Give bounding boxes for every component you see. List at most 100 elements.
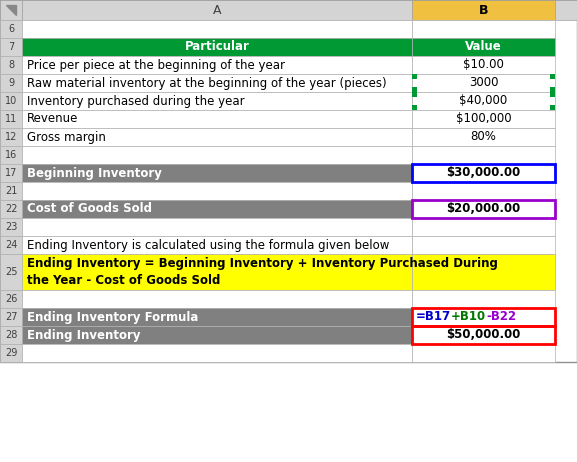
Bar <box>22 326 412 344</box>
Bar <box>412 164 555 182</box>
Text: 25: 25 <box>5 267 17 277</box>
Bar <box>412 344 555 362</box>
Bar <box>412 200 555 218</box>
Text: Gross margin: Gross margin <box>27 130 106 144</box>
Bar <box>22 254 412 290</box>
Bar <box>0 254 22 290</box>
Bar <box>0 290 22 308</box>
Text: 16: 16 <box>5 150 17 160</box>
Text: $30,000.00: $30,000.00 <box>447 166 520 180</box>
Bar <box>0 0 22 20</box>
Text: 29: 29 <box>5 348 17 358</box>
Bar <box>22 218 412 236</box>
Text: 26: 26 <box>5 294 17 304</box>
Text: 24: 24 <box>5 240 17 250</box>
Bar <box>412 308 555 326</box>
Bar <box>550 92 555 97</box>
Bar <box>22 182 412 200</box>
Bar <box>412 105 417 110</box>
Text: 3000: 3000 <box>469 77 499 90</box>
Text: -B22: -B22 <box>486 310 516 323</box>
Bar <box>412 92 555 110</box>
Bar <box>0 308 22 326</box>
Text: 10: 10 <box>5 96 17 106</box>
Text: +B10: +B10 <box>451 310 486 323</box>
Text: B: B <box>479 4 488 17</box>
Polygon shape <box>6 5 16 15</box>
Text: $10.00: $10.00 <box>463 59 504 72</box>
Bar <box>0 326 22 344</box>
Bar <box>22 38 412 56</box>
Bar <box>412 20 555 38</box>
Bar <box>412 326 555 344</box>
Bar <box>22 56 412 74</box>
Bar <box>22 92 412 110</box>
Bar <box>412 74 555 92</box>
Bar <box>412 308 555 326</box>
Bar <box>0 344 22 362</box>
Text: 7: 7 <box>8 42 14 52</box>
Bar <box>22 128 412 146</box>
Bar <box>412 182 555 200</box>
Bar <box>0 74 22 92</box>
Bar <box>412 254 555 290</box>
Text: 21: 21 <box>5 186 17 196</box>
Bar <box>555 0 577 20</box>
Text: Ending Inventory Formula: Ending Inventory Formula <box>27 310 198 323</box>
Bar <box>412 38 555 56</box>
Bar <box>412 74 417 79</box>
Text: 27: 27 <box>5 312 17 322</box>
Text: 22: 22 <box>5 204 17 214</box>
Text: 11: 11 <box>5 114 17 124</box>
Bar <box>550 105 555 110</box>
Text: $50,000.00: $50,000.00 <box>447 328 520 341</box>
Bar <box>0 92 22 110</box>
Text: Inventory purchased during the year: Inventory purchased during the year <box>27 95 245 108</box>
Bar <box>412 236 555 254</box>
Text: 6: 6 <box>8 24 14 34</box>
Bar <box>22 290 412 308</box>
Text: Value: Value <box>465 41 502 54</box>
Bar <box>0 38 22 56</box>
Bar <box>22 74 412 92</box>
Bar <box>0 218 22 236</box>
Bar <box>22 308 412 326</box>
Text: Raw material inventory at the beginning of the year (pieces): Raw material inventory at the beginning … <box>27 77 387 90</box>
Bar <box>0 56 22 74</box>
Bar <box>412 146 555 164</box>
Bar <box>550 74 555 79</box>
Text: Revenue: Revenue <box>27 113 78 126</box>
Bar <box>22 164 412 182</box>
Text: 8: 8 <box>8 60 14 70</box>
Bar <box>0 164 22 182</box>
Bar <box>412 0 555 20</box>
Text: 12: 12 <box>5 132 17 142</box>
Text: =B17: =B17 <box>416 310 451 323</box>
Text: Cost of Goods Sold: Cost of Goods Sold <box>27 202 152 215</box>
Bar <box>412 218 555 236</box>
Bar <box>412 326 555 344</box>
Bar <box>0 146 22 164</box>
Text: 28: 28 <box>5 330 17 340</box>
Bar <box>550 87 555 92</box>
Bar <box>0 200 22 218</box>
Bar <box>22 20 412 38</box>
Bar <box>22 146 412 164</box>
Bar <box>0 182 22 200</box>
Bar <box>22 110 412 128</box>
Bar <box>0 0 577 362</box>
Bar <box>22 0 412 20</box>
Bar <box>0 236 22 254</box>
Text: 80%: 80% <box>471 130 496 144</box>
Text: Ending Inventory is calculated using the formula given below: Ending Inventory is calculated using the… <box>27 238 389 251</box>
Bar <box>412 128 555 146</box>
Text: 9: 9 <box>8 78 14 88</box>
Text: 23: 23 <box>5 222 17 232</box>
Bar <box>0 128 22 146</box>
Bar <box>0 110 22 128</box>
Bar <box>412 87 417 92</box>
Bar <box>412 110 555 128</box>
Bar <box>412 92 417 97</box>
Text: $40,000: $40,000 <box>459 95 508 108</box>
Text: Price per piece at the beginning of the year: Price per piece at the beginning of the … <box>27 59 285 72</box>
